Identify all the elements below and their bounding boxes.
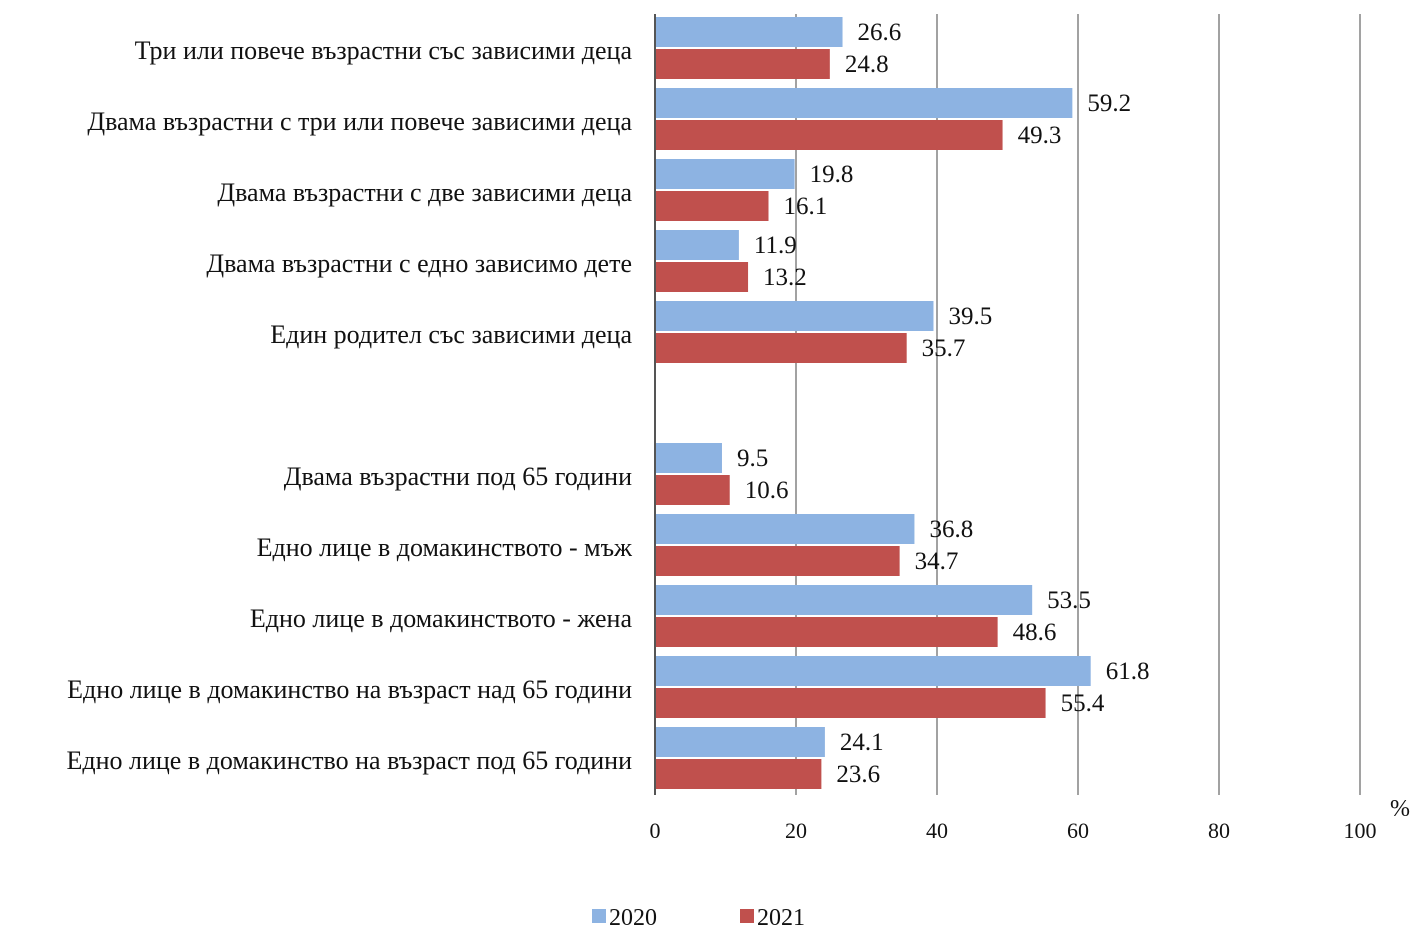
bar-2021 (656, 49, 830, 79)
data-label: 11.9 (754, 232, 797, 259)
data-label: 34.7 (915, 548, 959, 575)
bar-2020 (656, 159, 795, 189)
bar-2021 (656, 546, 900, 576)
bar-2021 (656, 333, 907, 363)
x-tick-label: 100 (1344, 818, 1377, 843)
bar-2020 (656, 585, 1033, 615)
x-tick-label: 40 (926, 818, 948, 843)
category-label: Двама възрастни с три или повече зависим… (87, 107, 632, 136)
data-label: 13.2 (763, 264, 807, 291)
bar-2021 (656, 262, 749, 292)
legend-swatch-2020 (592, 909, 606, 923)
x-tick-label: 80 (1208, 818, 1230, 843)
data-label: 23.6 (836, 761, 880, 788)
data-label: 10.6 (745, 477, 789, 504)
data-label: 48.6 (1013, 619, 1057, 646)
category-label: Едно лице в домакинството - мъж (257, 533, 633, 562)
category-label: Три или повече възрастни със зависими де… (135, 36, 633, 65)
category-label: Едно лице в домакинство на възраст под 6… (66, 746, 632, 775)
bar-2021 (656, 617, 998, 647)
bar-2021 (656, 759, 822, 789)
data-label: 59.2 (1087, 90, 1131, 117)
category-label: Едно лице в домакинството - жена (250, 604, 633, 633)
data-label: 35.7 (922, 335, 966, 362)
category-labels: Три или повече възрастни със зависими де… (66, 36, 633, 775)
category-label: Едно лице в домакинство на възраст над 6… (67, 675, 632, 704)
data-label: 16.1 (784, 193, 828, 220)
x-axis-ticks: 0 20 40 60 80 100 (650, 818, 1377, 843)
bar-2020 (656, 230, 739, 260)
value-labels: 26.6 24.8 59.2 49.3 19.8 16.1 11.9 13.2 39.5 35.7… (737, 19, 1149, 788)
legend-swatch-2021 (740, 909, 754, 923)
data-label: 26.6 (858, 19, 902, 46)
x-tick-label: 0 (650, 818, 661, 843)
bar-2020 (656, 17, 843, 47)
x-axis-unit: % (1390, 796, 1410, 822)
category-label: Двама възрастни с две зависими деца (217, 178, 632, 207)
data-label: 36.8 (929, 516, 973, 543)
bar-2021 (656, 191, 769, 221)
bar-2020 (656, 727, 825, 757)
bar-2020 (656, 514, 915, 544)
bar-2020 (656, 88, 1073, 118)
x-tick-label: 60 (1067, 818, 1089, 843)
bar-2021 (656, 688, 1046, 718)
category-label: Двама възрастни с едно зависимо дете (206, 249, 632, 278)
legend-label: 2020 (609, 905, 657, 926)
data-label: 49.3 (1018, 122, 1062, 149)
data-label: 24.8 (845, 51, 889, 78)
bar-2020 (656, 656, 1091, 686)
x-tick-label: 20 (785, 818, 807, 843)
data-label: 53.5 (1047, 587, 1091, 614)
category-label: Един родител със зависими деца (270, 320, 632, 349)
data-label: 24.1 (840, 729, 884, 756)
legend-label: 2021 (757, 905, 805, 926)
bar-2020 (656, 443, 722, 473)
data-label: 61.8 (1106, 658, 1150, 685)
data-label: 9.5 (737, 445, 768, 472)
bar-2021 (656, 475, 730, 505)
category-label: Двама възрастни под 65 години (284, 462, 632, 491)
bar-2021 (656, 120, 1003, 150)
data-label: 19.8 (810, 161, 854, 188)
bar-2020 (656, 301, 934, 331)
data-label: 39.5 (948, 303, 992, 330)
legend: 2020 2021 (592, 905, 805, 926)
bars (656, 17, 1091, 789)
data-label: 55.4 (1061, 690, 1105, 717)
